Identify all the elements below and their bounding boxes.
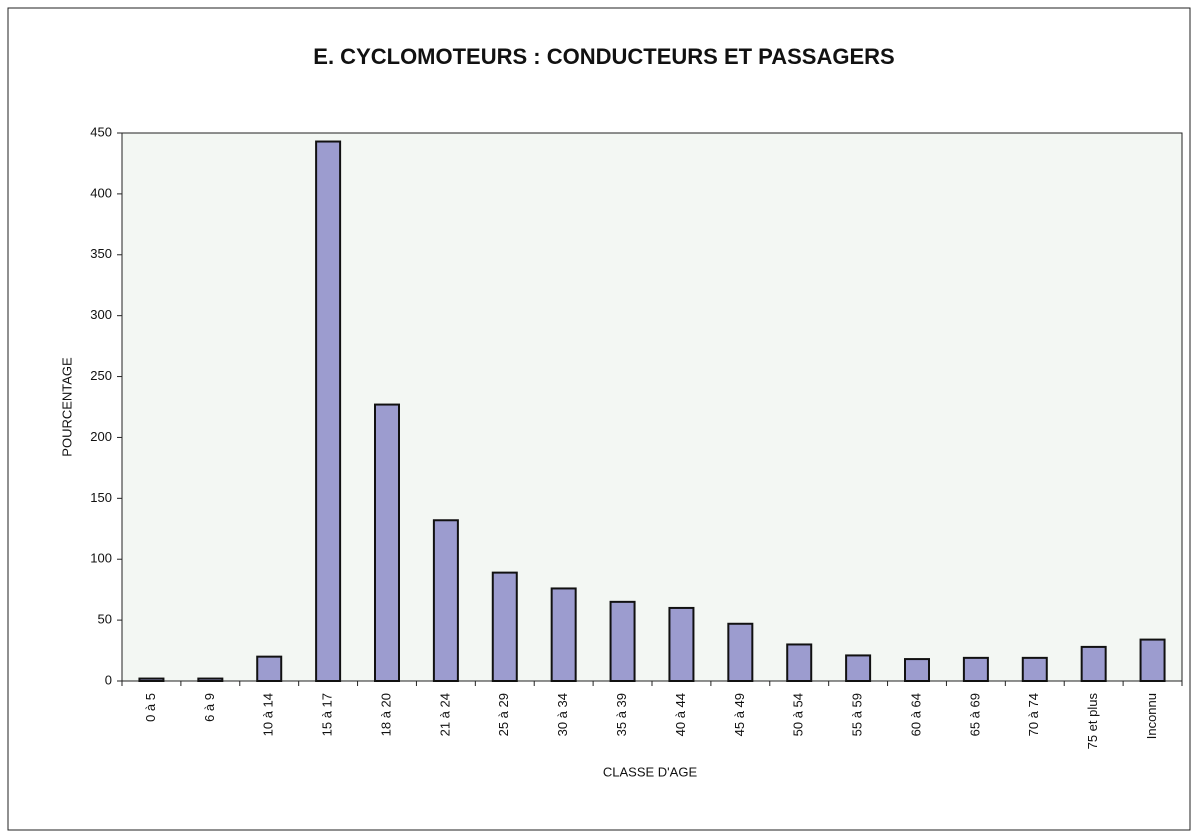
y-tick-label: 0 [105, 672, 112, 687]
y-tick-label: 450 [90, 124, 112, 139]
x-tick-label: 6 à 9 [202, 693, 217, 722]
x-tick-label: 30 à 34 [555, 693, 570, 736]
bar [904, 658, 930, 683]
bar [962, 656, 989, 683]
y-tick-label: 350 [90, 246, 112, 261]
x-tick-label: 75 et plus [1085, 693, 1100, 750]
chart-title: E. CYCLOMOTEURS : CONDUCTEURS ET PASSAGE… [313, 44, 894, 69]
bar [197, 677, 224, 683]
bar [550, 587, 577, 683]
x-tick-label: 0 à 5 [143, 693, 158, 722]
y-tick-label: 150 [90, 490, 112, 505]
x-tick-label: 50 à 54 [791, 693, 806, 736]
x-tick-label: 60 à 64 [908, 693, 923, 736]
bar [374, 403, 400, 682]
bar [315, 140, 342, 683]
bar [1139, 638, 1166, 683]
x-tick-label: 35 à 39 [614, 693, 629, 736]
bar [256, 655, 283, 683]
y-tick-label: 400 [90, 185, 112, 200]
x-axis-label: CLASSE D'AGE [603, 764, 698, 779]
x-tick-label: Inconnu [1144, 693, 1159, 739]
bar [1021, 656, 1048, 683]
x-tick-label: 55 à 59 [850, 693, 865, 736]
bar [786, 643, 813, 683]
y-tick-label: 200 [90, 429, 112, 444]
bar [845, 654, 872, 683]
y-axis-label: POURCENTAGE [59, 357, 74, 457]
y-tick-label: 100 [90, 551, 112, 566]
x-tick-label: 45 à 49 [732, 693, 747, 736]
x-tick-label: 25 à 29 [496, 693, 511, 736]
bar [1080, 645, 1107, 682]
bar [668, 606, 695, 683]
x-tick-label: 18 à 20 [378, 693, 393, 736]
bar [491, 571, 518, 683]
bar [609, 600, 636, 682]
bar [138, 677, 165, 683]
x-tick-label: 10 à 14 [261, 693, 276, 736]
plot-area [121, 132, 1183, 682]
x-tick-label: 21 à 24 [437, 693, 452, 736]
x-tick-label: 40 à 44 [673, 693, 688, 736]
x-tick-label: 15 à 17 [320, 693, 335, 736]
y-tick-label: 250 [90, 368, 112, 383]
y-tick-label: 50 [98, 612, 112, 627]
y-tick-label: 300 [90, 307, 112, 322]
x-tick-label: 70 à 74 [1026, 693, 1041, 736]
x-tick-label: 65 à 69 [967, 693, 982, 736]
bar [727, 622, 754, 683]
bar [432, 519, 459, 683]
